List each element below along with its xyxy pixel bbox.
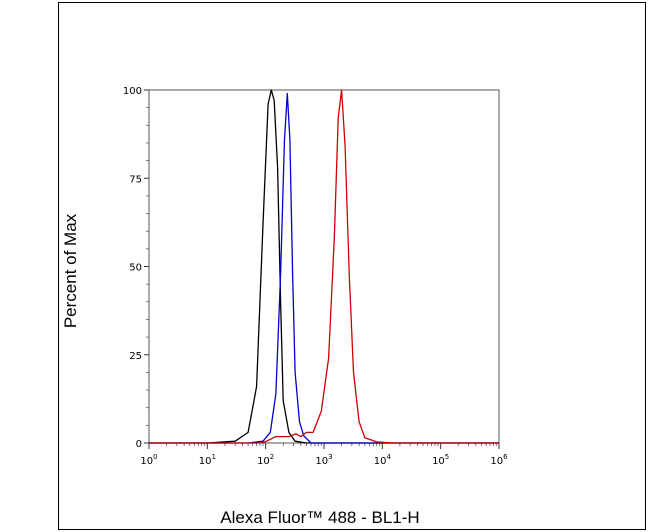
x-tick-label: 104 (374, 453, 392, 467)
y-tick-label: 50 (129, 263, 142, 274)
y-tick-label: 100 (123, 86, 142, 97)
chart-frame: 0 25 50 75 100 100 101 102 103 104 105 106 Percent … (58, 2, 646, 530)
y-tick-label: 25 (129, 351, 142, 362)
histogram-series-2 (149, 92, 499, 444)
x-tick-label: 102 (257, 453, 274, 467)
ticks-layer: 0 25 50 75 100 100 101 102 103 104 105 106 (123, 86, 508, 467)
series-layer (149, 89, 499, 444)
histogram-overlay-chart: 0 25 50 75 100 100 101 102 103 104 105 106 Percent … (61, 86, 508, 527)
histogram-series-1 (149, 89, 499, 444)
x-tick-label: 106 (490, 453, 508, 467)
y-axis-label: Percent of Max (61, 213, 80, 328)
y-tick-label: 75 (129, 174, 142, 185)
histogram-series-3 (149, 89, 499, 444)
y-tick-label: 0 (136, 439, 142, 450)
x-tick-label: 101 (199, 453, 216, 467)
x-tick-label: 105 (432, 453, 449, 467)
x-axis-label: Alexa Fluor™ 488 - BL1-H (220, 508, 419, 527)
x-tick-label: 100 (140, 453, 157, 467)
x-tick-label: 103 (315, 453, 332, 467)
